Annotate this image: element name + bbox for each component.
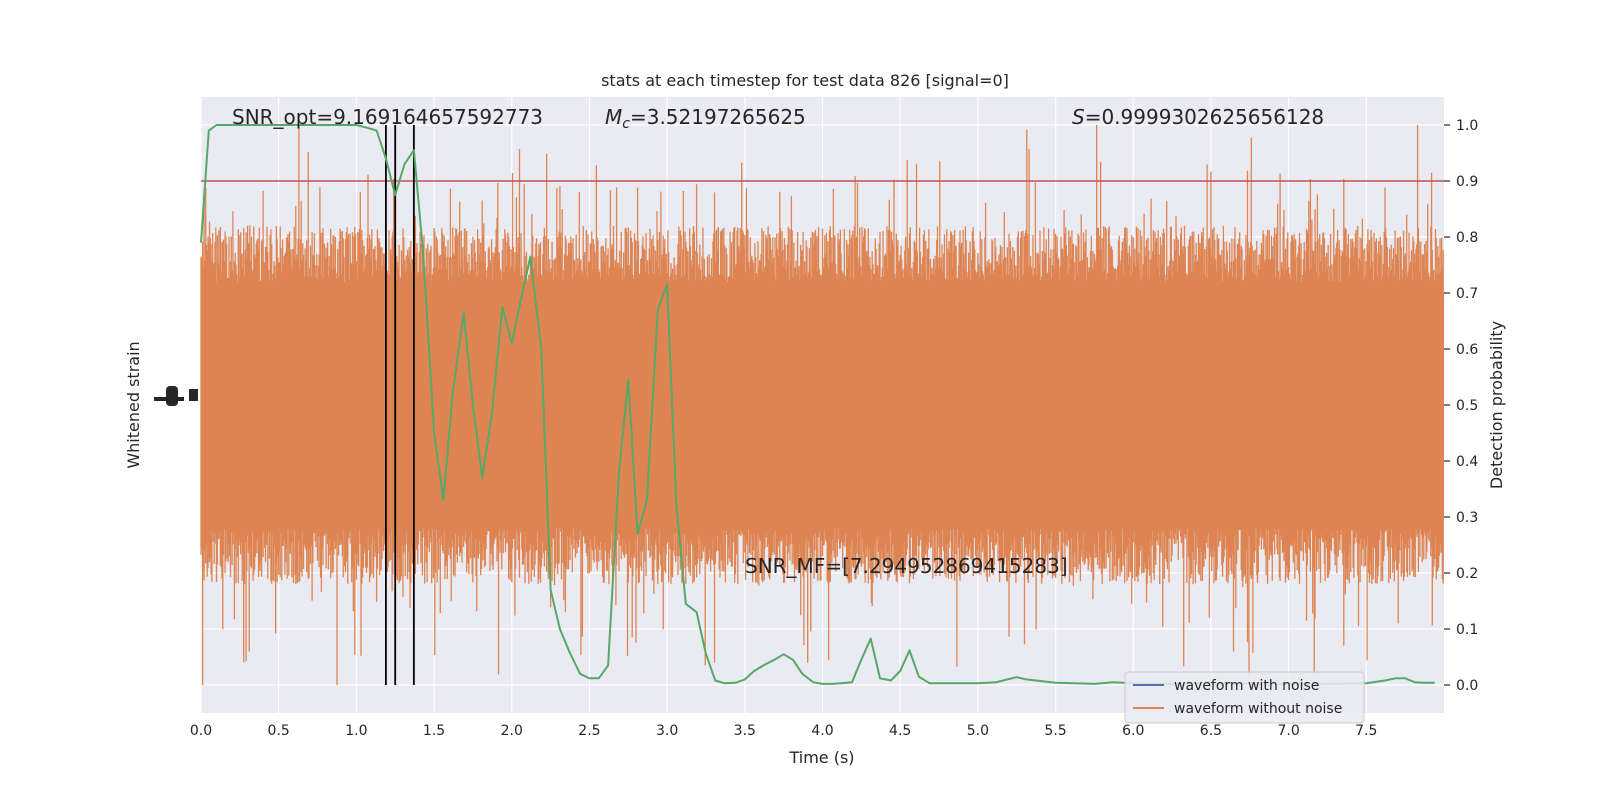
- y-tick-label: 0.4: [1456, 454, 1478, 470]
- x-tick-label: 7.5: [1355, 723, 1377, 739]
- x-tick-label: 1.5: [423, 723, 445, 739]
- x-tick-label: 2.5: [578, 723, 600, 739]
- x-tick-label: 4.5: [889, 723, 911, 739]
- y-tick-label: 0.1: [1456, 622, 1478, 638]
- x-tick-label: 4.0: [811, 723, 833, 739]
- x-tick-label: 6.0: [1122, 723, 1144, 739]
- detection-probability-line: [200, 124, 1435, 685]
- x-tick-label: 6.5: [1200, 723, 1222, 739]
- legend-label-without-noise: waveform without noise: [1174, 701, 1342, 717]
- y-tick-label: 0.9: [1456, 174, 1478, 190]
- legend: waveform with noise waveform without noi…: [1124, 671, 1365, 724]
- waveform-without-noise-trace: [200, 125, 1444, 685]
- x-tick-label: 2.0: [501, 723, 523, 739]
- annotation-snr-mf: SNR_MF=[7.294952869415283]: [745, 554, 1068, 578]
- y-right-axis-ticks: 0.0 0.1 0.2 0.3 0.4 0.5 0.6 0.7 0.8 0.9 1.0: [1444, 118, 1478, 694]
- y-tick-label: 0.3: [1456, 510, 1478, 526]
- annotation-s-symbol: S: [1072, 105, 1085, 129]
- x-tick-label: 0.0: [190, 723, 212, 739]
- x-axis-ticks: 0.0 0.5 1.0 1.5 2.0 2.5 3.0 3.5 4.0 4.5 5.0 5.5 6.0 6…: [190, 723, 1378, 739]
- annotation-mc-value: =3.52197265625: [630, 105, 806, 129]
- reference-lines: [201, 125, 1444, 685]
- y-left-axis-label: Whitened strain: [124, 341, 143, 468]
- left-axis-tick-marks: [154, 386, 198, 406]
- annotation-mc-symbol: M: [605, 105, 622, 129]
- annotation-snr-opt: SNR_opt=9.169164657592773: [232, 105, 543, 129]
- y-tick-label: 0.7: [1456, 286, 1478, 302]
- x-tick-label: 5.5: [1044, 723, 1066, 739]
- y-tick-label: 1.0: [1456, 118, 1478, 134]
- y-tick-label: 0.5: [1456, 398, 1478, 414]
- x-tick-label: 3.5: [734, 723, 756, 739]
- x-tick-label: 1.0: [345, 723, 367, 739]
- x-tick-label: 7.0: [1277, 723, 1299, 739]
- x-axis-label: Time (s): [788, 748, 854, 767]
- y-tick-label: 0.6: [1456, 342, 1478, 358]
- y-tick-label: 0.2: [1456, 566, 1478, 582]
- annotation-mc-subscript: c: [622, 116, 630, 132]
- y-tick-label: 0.0: [1456, 678, 1478, 694]
- detection-probability-series: [200, 124, 1435, 685]
- annotation-significance: S=0.9999302625656128: [1072, 105, 1324, 129]
- chart-title: stats at each timestep for test data 826…: [601, 71, 1009, 90]
- x-tick-label: 3.0: [656, 723, 678, 739]
- x-tick-label: 0.5: [268, 723, 290, 739]
- y-right-axis-label: Detection probability: [1487, 321, 1506, 489]
- annotation-chirp-mass: Mc=3.52197265625: [605, 105, 806, 132]
- y-tick-label: 0.8: [1456, 230, 1478, 246]
- x-tick-label: 5.0: [967, 723, 989, 739]
- legend-box: [1124, 671, 1365, 724]
- noise-spikes: [200, 125, 1444, 685]
- annotation-s-value: =0.9999302625656128: [1085, 105, 1324, 129]
- legend-label-with-noise: waveform with noise: [1174, 678, 1319, 694]
